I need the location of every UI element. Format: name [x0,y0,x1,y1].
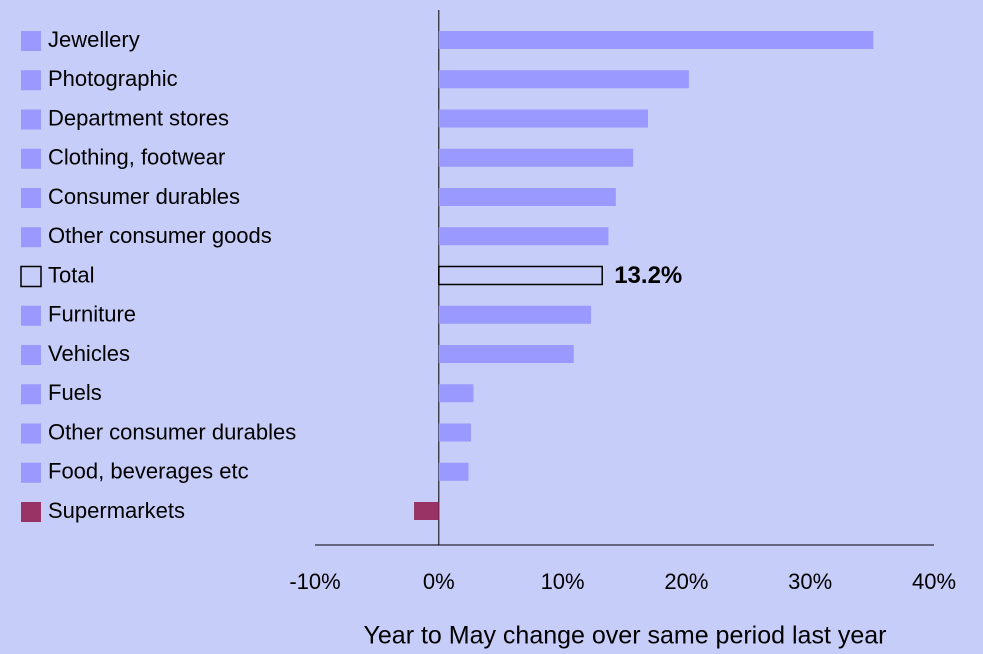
legend-swatch [21,109,41,130]
category-label: Photographic [48,66,178,91]
category-label: Jewellery [48,27,140,52]
legend-swatch [21,31,41,51]
category-label: Total [48,262,94,287]
category-label: Fuels [48,380,102,405]
legend-swatch [21,305,41,326]
x-tick-label: 20% [664,569,708,594]
bar [438,462,469,481]
bar [438,345,574,363]
legend-swatch [21,227,41,248]
x-axis-title: Year to May change over same period last… [364,622,887,650]
legend-swatch [21,384,41,405]
category-label: Vehicles [48,341,130,366]
category-label: Consumer durables [48,184,240,209]
x-tick-label: 10% [541,569,585,594]
legend-swatch [21,423,41,444]
legend-swatch [21,462,41,483]
data-label: 13.2% [614,262,682,289]
bar [438,109,649,128]
x-tick-label: 30% [788,569,832,594]
legend-swatch [21,148,41,169]
bar [438,305,592,324]
x-tick-label: 40% [912,569,956,594]
bar [438,384,474,403]
bar [438,31,874,49]
category-label: Supermarkets [48,498,185,523]
category-label: Food, beverages etc [48,459,249,484]
legend-swatch [20,265,42,288]
category-label: Department stores [48,105,229,130]
legend-swatch [21,188,41,208]
bar [414,502,439,520]
category-label: Other consumer durables [48,419,296,444]
bar [438,227,609,246]
bar [438,265,603,286]
bar [438,148,634,167]
legend-swatch [21,345,41,365]
category-label: Furniture [48,302,136,327]
category-label: Other consumer goods [48,223,272,248]
x-tick-label: -10% [289,569,340,594]
x-tick-label: 0% [423,569,455,594]
legend-swatch [21,502,41,522]
category-label: Clothing, footwear [48,145,225,170]
bar [438,188,616,206]
bar [438,70,689,89]
legend-swatch [21,70,41,91]
bar [438,423,471,442]
